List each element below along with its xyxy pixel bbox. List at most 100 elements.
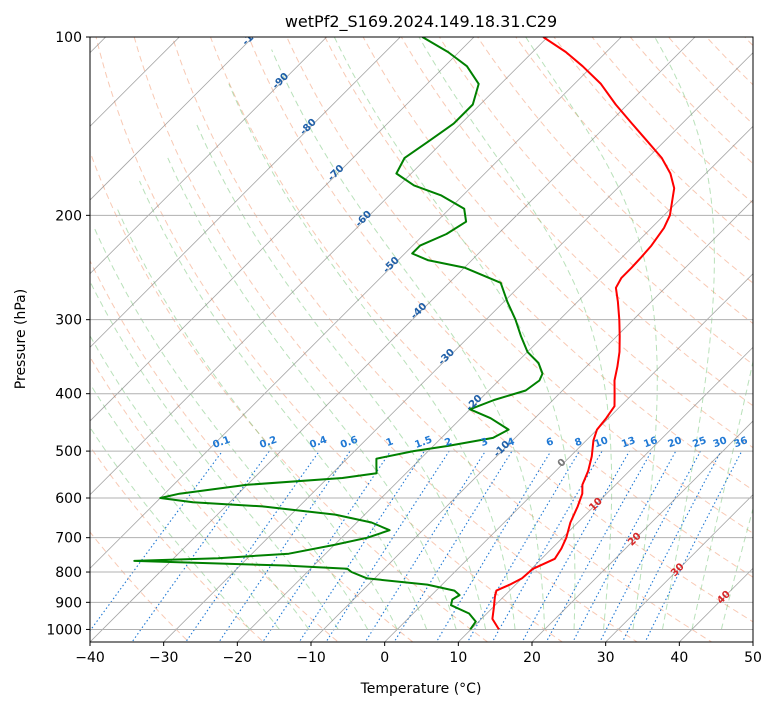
x-axis-label: Temperature (°C) xyxy=(360,681,482,697)
mixing-ratio-label: 16 xyxy=(642,435,659,450)
dry-adiabat-line xyxy=(756,10,775,654)
isotherm-label: -20 xyxy=(464,393,485,414)
ticks-layer: −40 −30 −20 −10 0 10 20 30 40 5010020030040050060… xyxy=(46,30,762,666)
moist-adiabat-line xyxy=(228,83,516,630)
isotherm-line xyxy=(236,125,753,642)
isotherm-line xyxy=(90,37,549,496)
isotherm-line xyxy=(90,37,475,422)
dry-adiabat-line xyxy=(591,37,753,204)
y-tick-label: 500 xyxy=(55,444,82,460)
x-tick-label: −30 xyxy=(149,650,179,666)
x-tick-label: 40 xyxy=(670,650,688,666)
mixing-ratio-label: 2 xyxy=(443,436,453,449)
dry-adiabat-line xyxy=(400,37,753,407)
mixing-ratio-label: 4 xyxy=(506,436,516,449)
temperature-profile-line xyxy=(491,37,676,630)
dry-adiabat-line xyxy=(133,37,638,642)
moist-adiabat-line xyxy=(90,426,251,630)
mixing-ratio-line xyxy=(325,450,450,642)
dry-adiabat-line xyxy=(476,37,753,325)
mixing-ratio-line xyxy=(131,450,270,642)
mixing-ratio-label: 0.1 xyxy=(211,435,231,451)
grid-layer xyxy=(90,10,775,654)
dry-adiabat-line xyxy=(90,356,340,642)
moist-adiabat-line xyxy=(167,157,457,630)
y-tick-label: 800 xyxy=(55,565,82,581)
isotherm-line xyxy=(163,52,753,642)
mixing-ratio-label: 3 xyxy=(479,436,489,449)
dry-adiabat-line xyxy=(744,37,753,47)
mixing-ratio-line xyxy=(218,450,351,642)
x-tick-label: 30 xyxy=(597,650,615,666)
mixing-ratio-label: 0.4 xyxy=(308,435,328,451)
x-tick-label: 10 xyxy=(449,650,467,666)
y-tick-label: 100 xyxy=(55,30,82,46)
isotherm-label: -40 xyxy=(409,301,430,322)
chart-title: wetPf2_S169.2024.149.18.31.C29 xyxy=(285,12,557,32)
moist-adiabat-line xyxy=(654,37,715,630)
mixing-ratio-line xyxy=(466,450,580,642)
dry-adiabat-line xyxy=(362,37,753,449)
moist-adiabat-line xyxy=(93,227,369,630)
moist-adiabat-line xyxy=(90,382,280,630)
mixing-ratio-line xyxy=(545,450,653,642)
x-tick-label: 0 xyxy=(380,650,389,666)
isotherm-line xyxy=(90,37,696,642)
isotherm-line xyxy=(90,37,180,127)
dry-adiabat-line xyxy=(324,37,753,491)
mixing-ratio-line xyxy=(491,450,603,642)
isotherm-line xyxy=(90,37,254,201)
mixing-ratio-label: 0.6 xyxy=(339,435,359,451)
x-tick-label: 20 xyxy=(523,650,541,666)
isotherm-label: -80 xyxy=(298,117,319,138)
isotherm-line xyxy=(457,346,753,642)
isotherm-line xyxy=(678,567,753,642)
x-tick-label: 50 xyxy=(744,650,762,666)
dry-adiabat-line xyxy=(90,445,265,642)
moist-adiabat-line xyxy=(720,507,753,630)
moist-adiabat-line xyxy=(333,37,576,630)
mixing-ratio-line xyxy=(185,450,320,642)
moist-adiabat-line xyxy=(271,49,546,630)
x-tick-label: −10 xyxy=(296,650,326,666)
dry-adiabat-line xyxy=(438,37,753,366)
mixing-ratio-label: 1 xyxy=(385,436,395,449)
dry-adiabat-line xyxy=(171,37,713,642)
y-axis-label: Pressure (hPa) xyxy=(13,289,29,389)
mixing-ratio-line xyxy=(90,450,223,632)
isotherm-label: -90 xyxy=(271,71,292,92)
mixing-ratio-label: 8 xyxy=(573,436,583,449)
isotherm-label: -100 xyxy=(240,22,266,48)
moist-adiabat-line xyxy=(525,37,658,630)
dry-adiabat-line xyxy=(90,259,414,642)
isotherm-line xyxy=(752,641,753,642)
isotherm-line xyxy=(90,37,622,569)
isotherm-line xyxy=(605,494,753,642)
mixing-ratio-label: 20 xyxy=(667,435,684,450)
dewpoint-profile-line xyxy=(133,37,544,630)
y-tick-label: 1000 xyxy=(46,622,82,638)
dry-adiabat-line xyxy=(90,150,489,642)
moist-adiabat-line xyxy=(418,37,613,630)
mixing-ratio-line xyxy=(298,450,425,642)
dry-adiabat-line xyxy=(705,37,753,86)
isotherm-line xyxy=(90,37,401,348)
y-tick-label: 900 xyxy=(55,595,82,611)
moist-adiabat-line xyxy=(90,280,339,630)
mixing-ratio-line xyxy=(435,450,552,642)
dry-adiabat-line xyxy=(629,37,753,165)
dry-adiabat-line xyxy=(286,37,753,534)
moist-adiabat-line xyxy=(139,180,428,630)
moist-adiabat-line xyxy=(90,334,310,630)
x-tick-label: −40 xyxy=(75,650,105,666)
y-tick-label: 400 xyxy=(55,387,82,403)
mixing-ratio-line xyxy=(262,450,392,642)
mixing-ratio-line xyxy=(621,450,722,642)
isotherm-line xyxy=(384,273,753,642)
mixing-ratio-label: 0.2 xyxy=(258,435,278,451)
mixing-ratio-label: 6 xyxy=(545,436,555,449)
y-tick-label: 300 xyxy=(55,313,82,329)
y-tick-label: 200 xyxy=(55,208,82,224)
mixing-ratio-label: 25 xyxy=(691,435,708,450)
